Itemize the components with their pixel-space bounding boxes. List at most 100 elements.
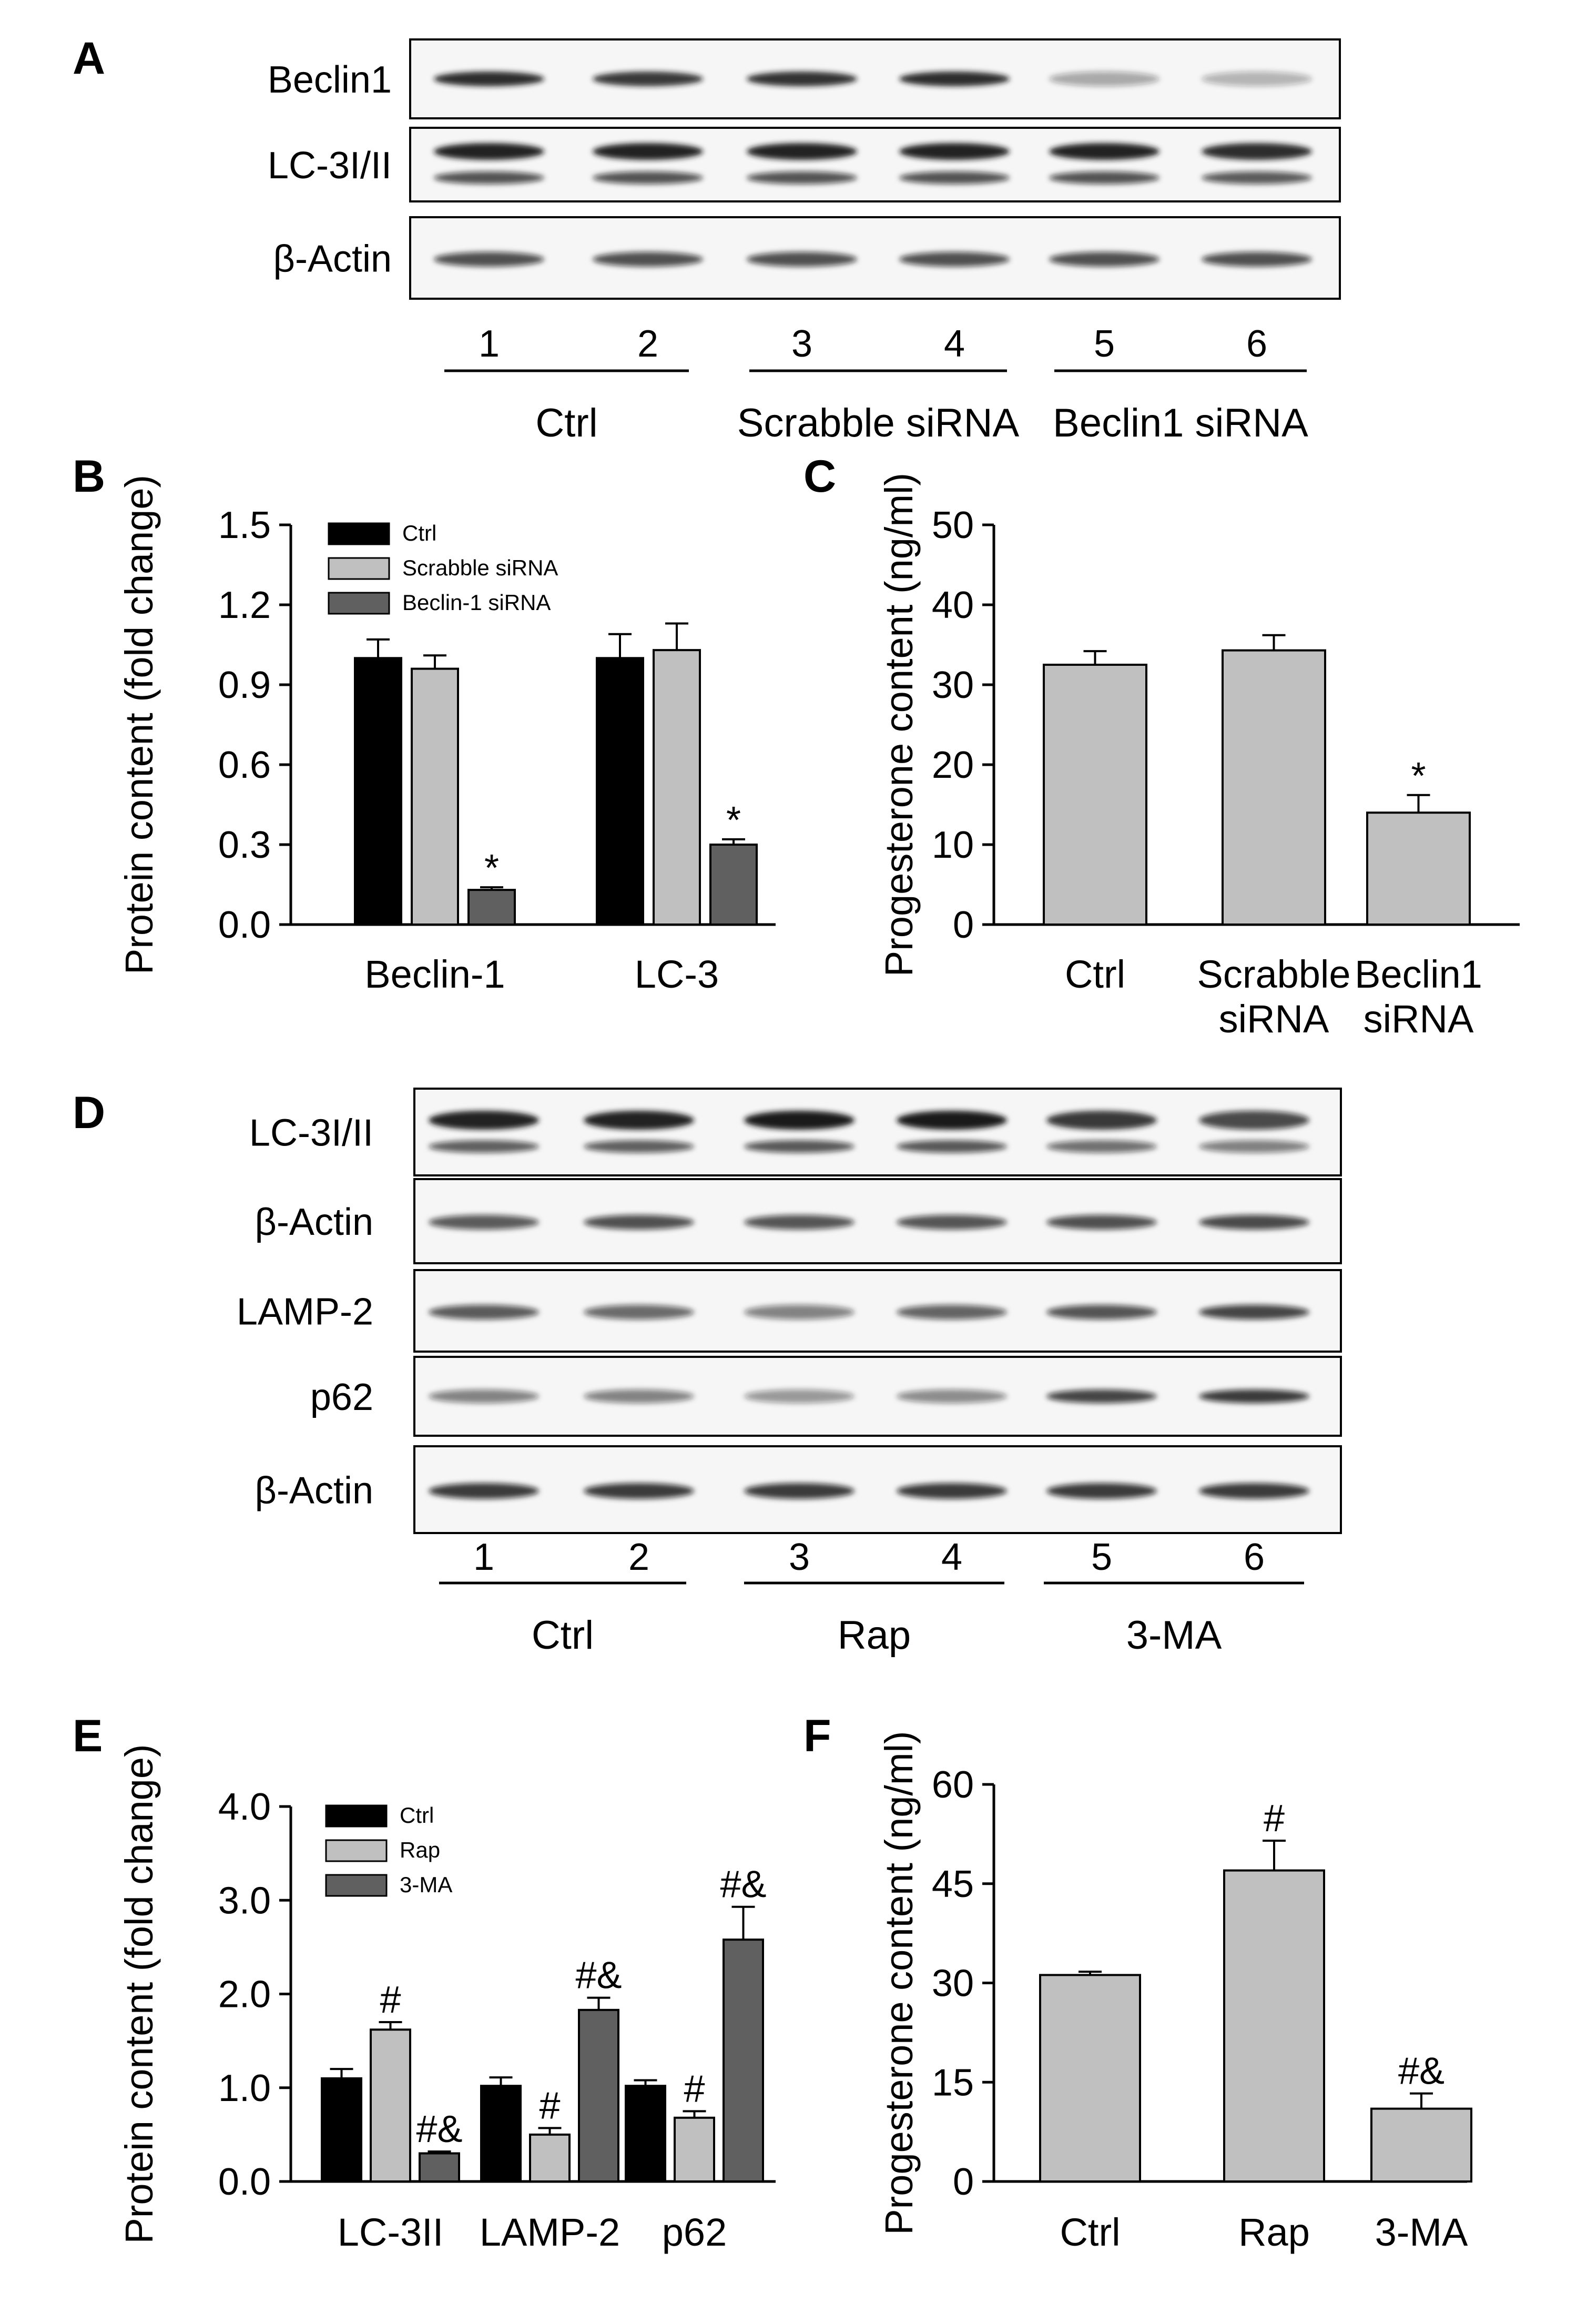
- bar-ctrl: [480, 2085, 522, 2183]
- y-tick-label: 1.5: [218, 504, 271, 546]
- lane-number: 1: [473, 1536, 494, 1578]
- blot-band: [1199, 1140, 1309, 1153]
- x-tick-label: Ctrl: [1065, 952, 1125, 996]
- y-tick-label: 4.0: [218, 1786, 271, 1828]
- panel-a-western-blot: Beclin1 LC-3I/II β-Actin 1 2 3 4 5 6 Ctrl Scrabble…: [268, 38, 1341, 445]
- blot-membrane: [413, 1445, 1342, 1534]
- bar-rap: [370, 2028, 411, 2183]
- blot-band: [899, 252, 1010, 267]
- panel-letter-e: E: [73, 1711, 103, 1761]
- y-tick-label: 10: [932, 824, 974, 866]
- x-tick-label: 3-MA: [1375, 2210, 1468, 2254]
- legend-label: Rap: [400, 1838, 440, 1862]
- x-tick-label: LC-3II: [338, 2210, 444, 2254]
- blot-band: [429, 1140, 539, 1153]
- significance-mark: *: [1411, 755, 1426, 797]
- bar-3-ma: [723, 1939, 764, 2183]
- significance-mark: #: [380, 1979, 401, 2021]
- y-tick-label: 40: [932, 584, 974, 626]
- lane-number: 6: [1246, 323, 1267, 365]
- legend-swatch: [328, 592, 390, 615]
- blot-band: [434, 252, 544, 267]
- bar-rap: [674, 2116, 715, 2183]
- blot-membrane: [409, 216, 1341, 300]
- group-label: Rap: [838, 1613, 911, 1658]
- blot-band: [584, 1389, 694, 1403]
- y-tick-label: 50: [932, 504, 974, 546]
- blot-band: [1199, 1111, 1309, 1130]
- panel-letter-f: F: [803, 1711, 831, 1761]
- blot-band: [1202, 72, 1312, 86]
- y-axis-title: Progesterone content (ng/ml): [877, 1731, 921, 2235]
- x-tick-label: LC-3: [635, 952, 719, 996]
- blot-band: [744, 1215, 854, 1230]
- blot-band: [899, 72, 1010, 86]
- group-label: Beclin1 siRNA: [1053, 401, 1308, 445]
- group-label: Scrabble siRNA: [737, 401, 1020, 445]
- y-tick-label: 1.2: [218, 584, 271, 626]
- lane-number: 2: [628, 1536, 649, 1578]
- lane-number: 1: [479, 323, 500, 365]
- y-tick-label: 20: [932, 744, 974, 786]
- y-tick-label: 0: [953, 2161, 974, 2203]
- blot-band: [1199, 1483, 1309, 1499]
- significance-mark: *: [484, 847, 499, 889]
- legend-label: Ctrl: [402, 521, 436, 545]
- blot-band: [584, 1111, 694, 1130]
- x-tick-label: Rap: [1238, 2210, 1310, 2254]
- blot-band: [1202, 252, 1312, 267]
- bar-ctrl: [625, 2085, 666, 2183]
- blot-band: [1199, 1389, 1309, 1403]
- blot-row-label: β-Actin: [273, 238, 392, 280]
- blot-band: [1049, 171, 1159, 184]
- legend-label: Ctrl: [400, 1803, 434, 1828]
- blot-band: [744, 1389, 854, 1403]
- significance-mark: #&: [1398, 2051, 1444, 2093]
- blot-band: [747, 72, 857, 86]
- bar-ctrl: [354, 657, 402, 926]
- y-tick-label: 30: [932, 1963, 974, 2005]
- blot-band: [747, 252, 857, 267]
- y-tick-label: 45: [932, 1863, 974, 1905]
- bar-beclin-1-sirna: [467, 889, 516, 926]
- blot-band: [1046, 1305, 1157, 1320]
- blot-band: [747, 171, 857, 184]
- bar-3-ma: [578, 2008, 619, 2183]
- panel-c-bar-chart: 0 10 20 30 40 50 Progesterone content (ng/ml) C…: [877, 473, 1520, 1041]
- legend-swatch: [328, 557, 390, 580]
- blot-band: [429, 1111, 539, 1130]
- blot-band: [429, 1305, 539, 1320]
- blot-band: [897, 1111, 1007, 1130]
- blot-band: [1046, 1215, 1157, 1230]
- panel-letter-a: A: [73, 33, 105, 84]
- blot-membrane: [413, 1088, 1342, 1176]
- blot-band: [1046, 1483, 1157, 1499]
- blot-band: [1046, 1389, 1157, 1403]
- bar: [1370, 2107, 1472, 2183]
- blot-row-label: Beclin1: [268, 59, 392, 101]
- panel-letter-b: B: [73, 451, 105, 502]
- blot-row-label: LC-3I/II: [268, 145, 392, 187]
- significance-mark: #: [1264, 1798, 1285, 1840]
- blot-band: [1049, 143, 1159, 160]
- blot-band: [897, 1215, 1007, 1230]
- bar-ctrl: [321, 2077, 362, 2183]
- significance-mark: #: [684, 2068, 705, 2110]
- blot-band: [1202, 171, 1312, 184]
- legend-swatch: [325, 1839, 388, 1862]
- blot-band: [429, 1483, 539, 1499]
- blot-band: [899, 171, 1010, 184]
- group-label: Ctrl: [532, 1613, 594, 1658]
- y-tick-label: 2.0: [218, 1974, 271, 2016]
- y-tick-label: 0.3: [218, 824, 271, 866]
- blot-row-label: LAMP-2: [237, 1291, 373, 1333]
- x-tick-label: Scrabble: [1197, 952, 1350, 996]
- blot-strip: p62: [310, 1356, 1342, 1437]
- legend-swatch: [328, 522, 390, 545]
- bar: [1222, 649, 1326, 926]
- blot-band: [429, 1389, 539, 1403]
- y-tick-label: 0.9: [218, 664, 271, 706]
- bar-rap: [529, 2133, 571, 2183]
